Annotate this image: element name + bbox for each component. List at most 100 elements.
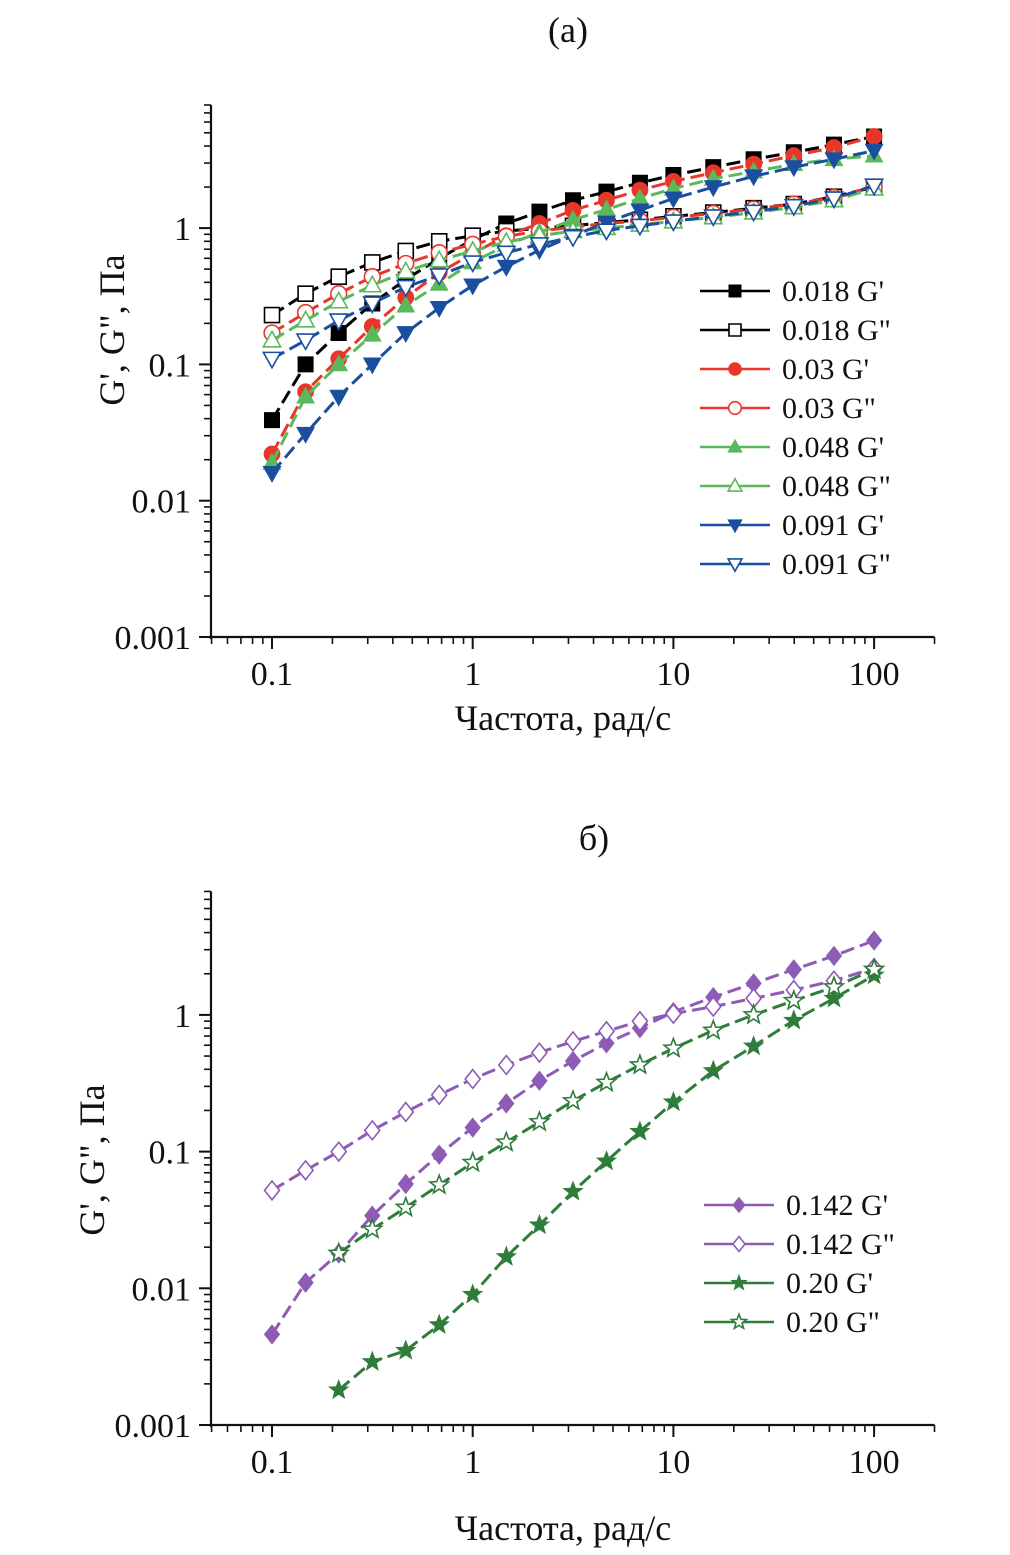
x-tick-label: 10	[656, 656, 690, 693]
data-point	[628, 1053, 652, 1075]
data-point	[823, 987, 845, 1008]
chart-a-legend: 0.018 G' 0.018 G" 0.03 G' 0.03 G" 0.048 G' 0.…	[700, 275, 891, 581]
data-point	[461, 1150, 485, 1173]
data-point	[330, 1140, 348, 1163]
legend-item: 0.018 G"	[700, 314, 891, 347]
data-point	[783, 1009, 805, 1030]
y-tick-label: 0.1	[149, 347, 192, 384]
data-point	[427, 1172, 451, 1195]
data-point	[463, 278, 483, 296]
data-point	[497, 1054, 515, 1076]
data-point	[865, 128, 883, 145]
data-point	[825, 945, 843, 967]
y-tick-label: 0.01	[132, 1271, 192, 1308]
data-point	[362, 324, 382, 342]
data-point	[744, 169, 764, 187]
data-point	[629, 1120, 651, 1141]
data-point	[494, 1130, 518, 1153]
data-point	[297, 356, 314, 373]
y-tick-label: 0.001	[115, 620, 192, 657]
legend-label: 0.03 G'	[782, 353, 869, 386]
data-point	[664, 1003, 682, 1025]
data-point	[330, 268, 348, 285]
data-point	[864, 143, 884, 161]
data-point	[564, 1030, 582, 1053]
x-tick-label: 1	[464, 656, 481, 693]
data-point	[396, 295, 416, 313]
legend-label: 0.20 G"	[786, 1306, 880, 1339]
series-0-091-G-loss	[262, 178, 885, 370]
data-point	[743, 204, 764, 223]
y-tick-label: 0.1	[149, 1135, 192, 1172]
data-point	[663, 214, 684, 233]
x-tick-label: 0.1	[251, 656, 294, 693]
data-point	[824, 152, 844, 170]
legend-marker	[728, 284, 742, 298]
series-line	[271, 966, 875, 1192]
data-point	[661, 1036, 685, 1059]
data-point	[295, 333, 316, 352]
data-point	[264, 412, 280, 429]
legend-item: 0.091 G'	[700, 509, 884, 542]
x-tick-label: 100	[849, 656, 900, 693]
data-point	[263, 1324, 281, 1345]
legend-marker	[727, 400, 743, 416]
data-point	[361, 1350, 383, 1371]
data-point	[495, 1245, 517, 1266]
legend-label: 0.018 G'	[782, 275, 884, 308]
data-point	[742, 1035, 765, 1056]
data-point	[462, 1283, 484, 1304]
data-point	[329, 354, 349, 372]
data-point	[782, 988, 806, 1011]
y-tick-label: 0.001	[115, 1408, 192, 1445]
data-point	[395, 260, 416, 279]
data-point	[429, 300, 449, 318]
data-point	[496, 245, 517, 264]
chart-b-axes: 0.1 1 10 100 0.001 0.01 0.1 1	[115, 890, 936, 1481]
data-point	[297, 1159, 315, 1181]
legend-marker	[727, 438, 743, 453]
series-line	[337, 974, 875, 1392]
data-point	[862, 957, 886, 980]
series-line	[270, 149, 875, 474]
data-point	[598, 1033, 615, 1054]
legend-marker	[731, 1235, 747, 1253]
chart-a-axes: 0.1 1 10 100 0.001 0.01 0.1 1	[115, 104, 936, 693]
data-point	[396, 326, 416, 344]
data-point	[595, 1150, 618, 1171]
chart-b-y-axis-label: G', G", Па	[72, 1084, 112, 1235]
data-point	[329, 389, 349, 407]
data-point	[296, 386, 316, 404]
series-line	[271, 184, 875, 361]
data-point	[822, 974, 846, 997]
data-point	[662, 1090, 685, 1112]
data-point	[742, 1002, 766, 1025]
legend-marker	[732, 1196, 746, 1214]
data-point	[297, 1272, 314, 1293]
data-point	[529, 237, 550, 255]
legend-item: 0.142 G'	[704, 1189, 888, 1222]
data-point	[702, 1059, 724, 1080]
data-point	[395, 1339, 417, 1360]
data-point	[498, 1093, 515, 1114]
chart-a-plot-area	[262, 128, 885, 483]
legend-item: 0.091 G"	[700, 548, 891, 581]
data-point	[701, 1018, 725, 1041]
data-point	[704, 995, 722, 1018]
legend-marker	[726, 477, 744, 492]
data-point	[262, 466, 282, 483]
data-point	[296, 426, 316, 444]
data-point	[562, 229, 583, 248]
data-point	[823, 191, 844, 210]
legend-marker	[729, 1311, 749, 1331]
data-point	[397, 1173, 414, 1195]
chart-a: (a) Частота, рад/с G', G", Па 0.1 1 10 1000…	[92, 10, 936, 738]
legend-item: 0.048 G"	[700, 470, 891, 503]
legend-label: 0.018 G"	[782, 314, 891, 347]
data-point	[703, 180, 723, 198]
data-point	[784, 160, 804, 178]
y-tick-label: 0.01	[132, 484, 192, 521]
chart-b: б) Частота, рад/с G', G", Па 0.1 1 10 1000.…	[72, 818, 936, 1548]
series-0-142-G-loss	[263, 957, 883, 1202]
data-point	[362, 357, 382, 375]
